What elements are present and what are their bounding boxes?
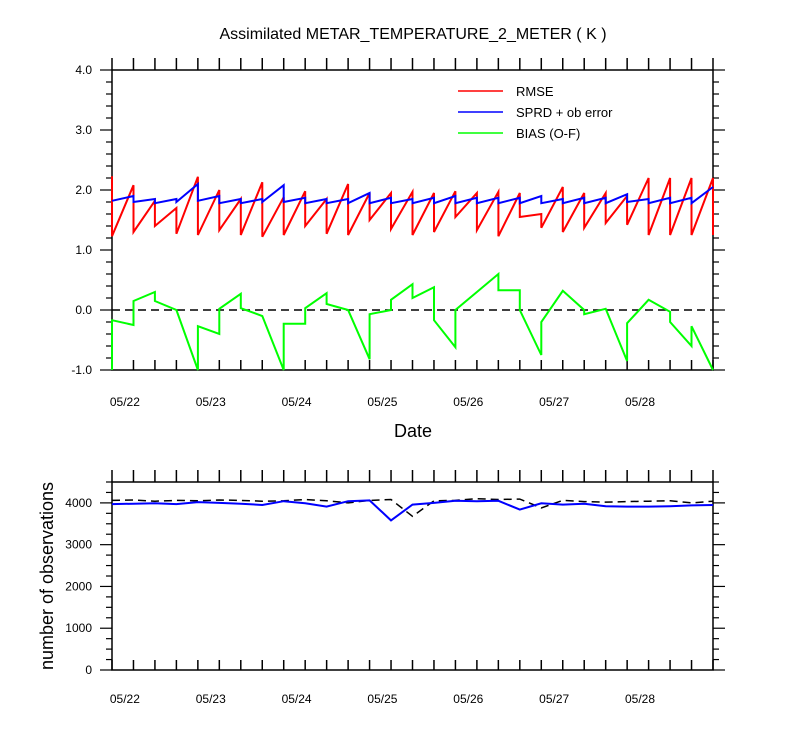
y-axis-label: number of observations bbox=[37, 482, 57, 670]
chart-title: Assimilated METAR_TEMPERATURE_2_METER ( … bbox=[219, 26, 606, 43]
x-tick-label: 05/24 bbox=[282, 692, 312, 706]
x-tick-label: 05/28 bbox=[625, 395, 655, 409]
legend-label-rmse: RMSE bbox=[516, 84, 554, 99]
x-tick-label: 05/26 bbox=[453, 395, 483, 409]
top-series bbox=[111, 176, 714, 371]
bottom-plot-frame bbox=[111, 481, 714, 671]
legend: RMSE SPRD + ob error BIAS (O-F) bbox=[458, 84, 613, 141]
y-tick-label: 3.0 bbox=[75, 123, 92, 137]
series-line-bias-o-f bbox=[111, 271, 714, 371]
x-tick-label: 05/25 bbox=[367, 395, 397, 409]
legend-label-sprd: SPRD + ob error bbox=[516, 105, 613, 120]
y-tick-label: -1.0 bbox=[71, 363, 92, 377]
top-y-tick-labels: -1.0 0.0 1.0 2.0 3.0 4.0 bbox=[71, 63, 92, 377]
x-axis-label: Date bbox=[394, 421, 432, 441]
series-line-observations-possible bbox=[111, 497, 714, 518]
x-tick-label: 05/22 bbox=[110, 395, 140, 409]
x-tick-label: 05/27 bbox=[539, 692, 569, 706]
top-chart: 05/22 05/23 05/24 05/25 05/26 05/27 05/28 -1.0… bbox=[71, 58, 725, 441]
x-tick-label: 05/24 bbox=[282, 395, 312, 409]
y-tick-label: 2.0 bbox=[75, 183, 92, 197]
legend-label-bias: BIAS (O-F) bbox=[516, 126, 580, 141]
x-tick-label: 05/22 bbox=[110, 692, 140, 706]
y-tick-label: 1.0 bbox=[75, 243, 92, 257]
bottom-chart: 05/22 05/23 05/24 05/25 05/26 05/27 05/28 0 100… bbox=[37, 470, 725, 706]
x-tick-label: 05/23 bbox=[196, 395, 226, 409]
x-tick-label: 05/28 bbox=[625, 692, 655, 706]
bottom-x-ticks bbox=[111, 470, 714, 670]
bottom-y-tick-labels: 0 1000 2000 3000 4000 bbox=[65, 496, 92, 677]
y-tick-label: 1000 bbox=[65, 621, 92, 635]
y-tick-label: 0 bbox=[85, 663, 92, 677]
top-x-tick-labels: 05/22 05/23 05/24 05/25 05/26 05/27 05/28 bbox=[110, 395, 655, 409]
y-tick-label: 0.0 bbox=[75, 303, 92, 317]
bottom-series bbox=[111, 497, 714, 522]
series-line-sprd-ob-error bbox=[111, 181, 714, 206]
bottom-y-ticks bbox=[100, 481, 725, 671]
bottom-x-tick-labels: 05/22 05/23 05/24 05/25 05/26 05/27 05/28 bbox=[110, 692, 655, 706]
top-x-ticks bbox=[111, 58, 714, 370]
x-tick-label: 05/27 bbox=[539, 395, 569, 409]
series-line-observations-used bbox=[111, 499, 714, 522]
y-tick-label: 2000 bbox=[65, 579, 92, 593]
series-line-rmse bbox=[111, 176, 714, 238]
x-tick-label: 05/25 bbox=[367, 692, 397, 706]
y-tick-label: 3000 bbox=[65, 538, 92, 552]
x-tick-label: 05/23 bbox=[196, 692, 226, 706]
y-tick-label: 4000 bbox=[65, 496, 92, 510]
y-tick-label: 4.0 bbox=[75, 63, 92, 77]
x-tick-label: 05/26 bbox=[453, 692, 483, 706]
